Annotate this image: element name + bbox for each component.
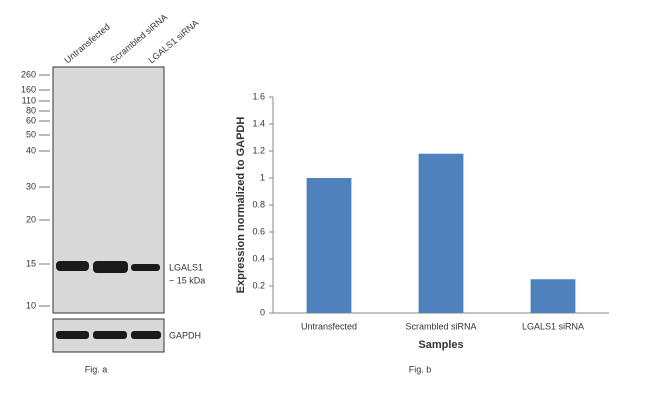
ladder-label: 260 [21,69,36,79]
ladder-label: 40 [26,145,36,155]
ladder-label: 20 [26,214,36,224]
y-tick-label: 1.6 [252,91,265,101]
x-axis-label: Samples [418,339,463,351]
ladder-label: 30 [26,181,36,191]
control-label: GAPDH [169,330,201,340]
bar [530,279,576,313]
band [131,331,161,339]
band-size: ~ 15 kDa [169,275,205,285]
y-tick-label: 1 [260,172,265,182]
ladder-label: 15 [26,258,36,268]
ladder-label: 50 [26,129,36,139]
ladder-label: 160 [21,84,36,94]
band [93,261,128,273]
bands [56,261,161,339]
y-tick-label: 0.8 [252,199,265,209]
ladder-label: 80 [26,105,36,115]
ladder-label: 110 [22,95,36,105]
y-tick-label: 0.4 [252,253,265,263]
y-tick-label: 0 [260,307,265,317]
y-tick-label: 1.4 [252,118,265,128]
blot-panel [52,66,165,314]
bar [306,178,352,313]
lane-label: Untransfected [62,22,111,66]
x-tick-label: Untransfected [301,321,357,331]
band [131,264,160,271]
band-label: LGALS1 [169,262,203,272]
x-tick-label: LGALS1 siRNA [522,321,584,331]
caption: Fig. b [409,364,432,374]
caption: Fig. a [85,364,108,374]
ladder-label: 60 [26,115,36,125]
y-axis-label: Expression normalized to GAPDH [235,117,247,294]
y-tick-label: 1.2 [252,145,265,155]
x-tick-label: Scrambled siRNA [405,321,476,331]
bar [418,153,464,313]
y-tick-label: 0.2 [252,280,265,290]
band [56,331,89,339]
ladder-label: 10 [26,300,36,310]
band [56,261,89,271]
band [93,331,127,339]
y-tick-label: 0.6 [252,226,265,236]
